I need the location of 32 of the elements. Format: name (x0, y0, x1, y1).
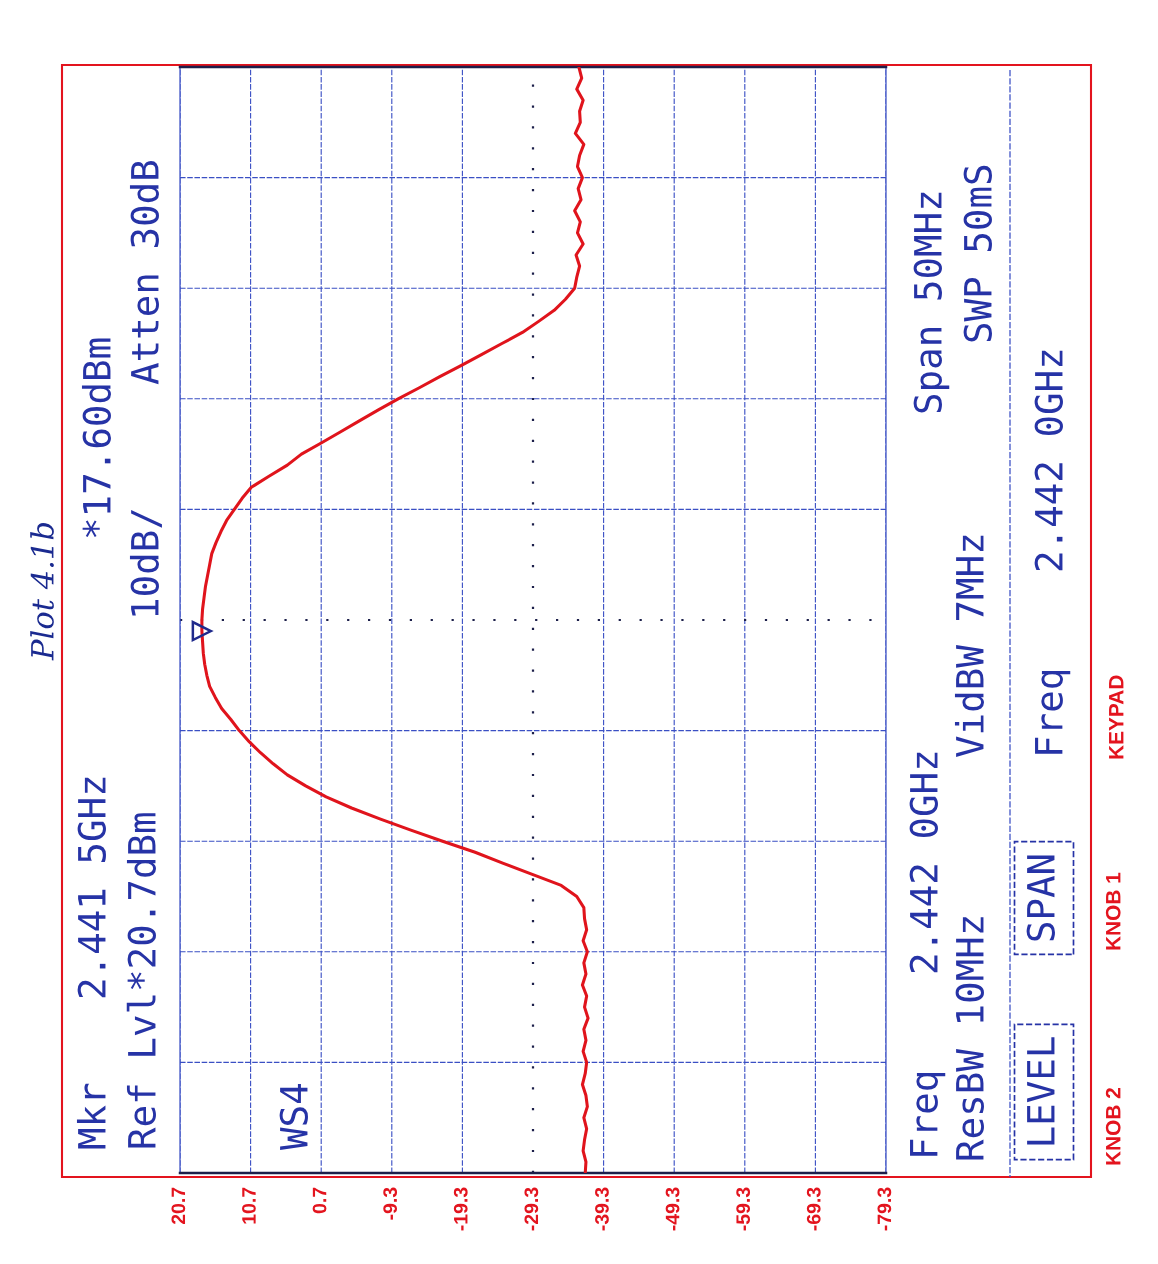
text: Ref Lvl*20.7dBm (126, 813, 156, 1148)
x-tick-label: 20.7 (171, 1187, 186, 1225)
text: VidBW 7MHz (954, 535, 984, 757)
text: ResBW 10MHz (955, 917, 984, 1160)
text: 2.442 0GHz (1034, 350, 1063, 571)
text: Span 50MHz (913, 192, 950, 413)
text: SPAN (1026, 855, 1055, 941)
text: KNOB 2 (1105, 1088, 1121, 1165)
x-tick-label: -19.3 (453, 1187, 468, 1231)
text: 10dB/ (129, 509, 162, 616)
text: KEYPAD (1109, 675, 1124, 759)
x-tick-label: -59.3 (736, 1187, 751, 1231)
text: *17.60dBm (81, 338, 111, 537)
text: 2.441 5GHz (77, 777, 106, 998)
x-tick-label: -9.3 (383, 1187, 398, 1220)
text: Mkr (76, 1083, 106, 1149)
text: LEVEL (1027, 1037, 1055, 1145)
text: KNOB 1 (1105, 872, 1121, 950)
x-tick-label: -29.3 (524, 1187, 539, 1231)
x-tick-label: -39.3 (595, 1187, 609, 1231)
x-tick-label: -79.3 (877, 1187, 892, 1231)
x-tick-label: -49.3 (665, 1187, 680, 1231)
text: SWP 50mS (963, 165, 992, 342)
x-tick-label: 10.7 (242, 1187, 256, 1224)
text: Freq (1035, 670, 1071, 754)
text: Atten 30dB (129, 160, 159, 385)
annotation: WS4 (279, 1084, 308, 1150)
text: Plot 4.1b (30, 523, 54, 661)
text: Freq (910, 1072, 946, 1156)
text: 2.442 0GHz (909, 752, 938, 973)
x-tick-label: 0.7 (312, 1187, 327, 1214)
x-tick-label: -69.3 (806, 1187, 821, 1231)
